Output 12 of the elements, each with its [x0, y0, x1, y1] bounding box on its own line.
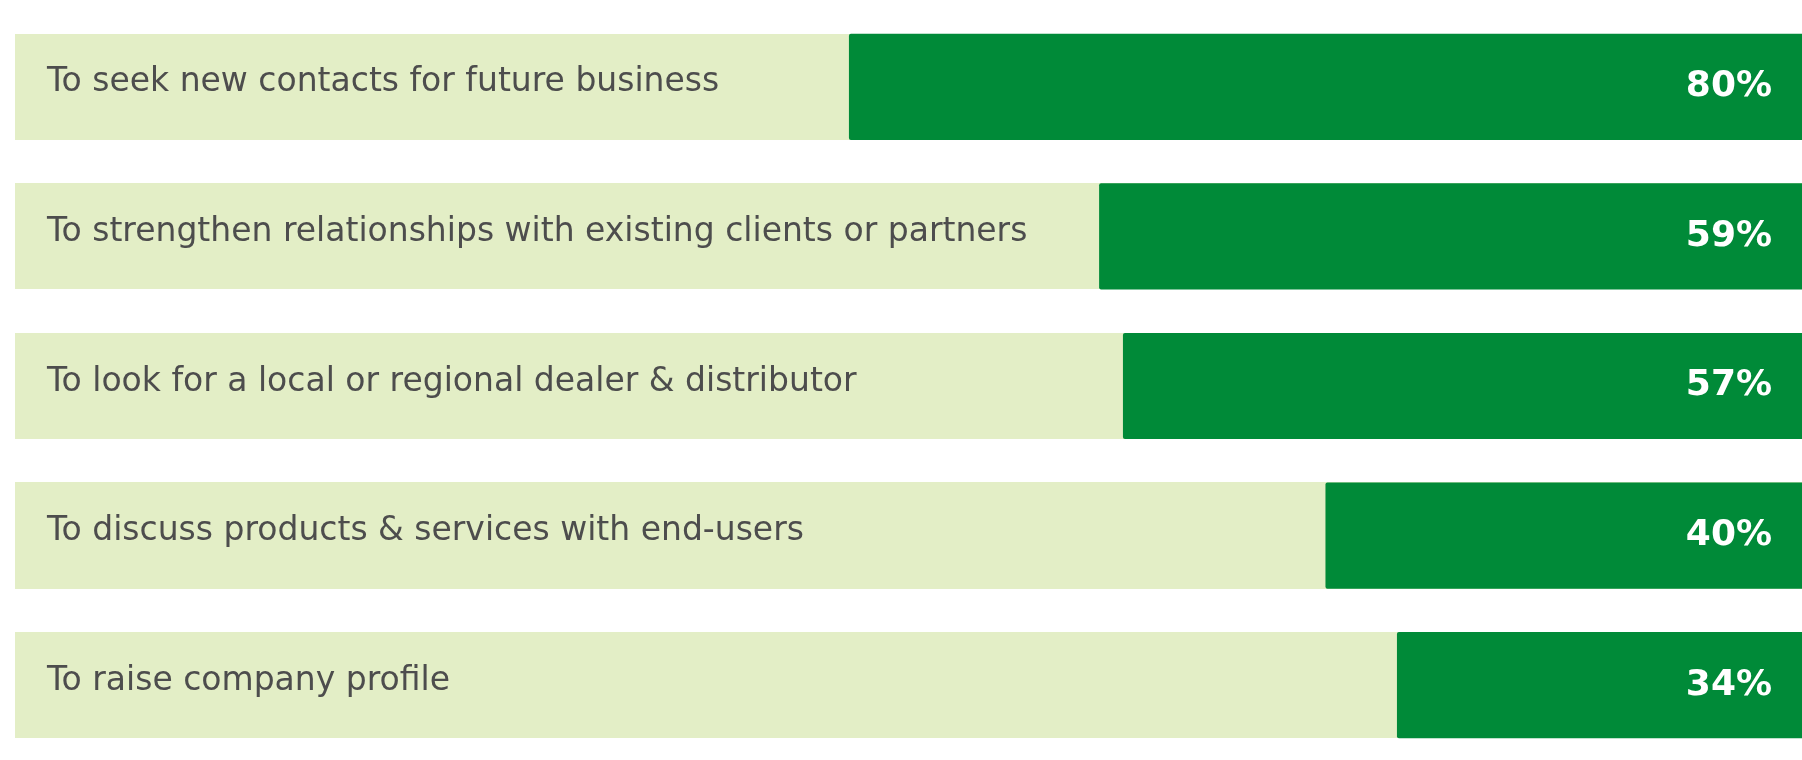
- bar: [1396, 632, 1802, 739]
- data-label: 57%: [1685, 362, 1772, 404]
- data-label: 34%: [1685, 661, 1772, 703]
- y-tick-label: To discuss products & services with end-users: [46, 509, 804, 549]
- bar: [1325, 482, 1802, 589]
- data-label: 80%: [1685, 63, 1772, 105]
- y-tick-label: To look for a local or regional dealer & distributor: [46, 359, 858, 399]
- data-label: 59%: [1685, 212, 1772, 254]
- y-tick-label: To raise company profile: [46, 658, 450, 698]
- y-tick-label: To seek new contacts for future business: [46, 60, 720, 100]
- y-tick-label: To strengthen relationships with existing clients or partners: [46, 209, 1028, 249]
- data-label: 40%: [1685, 511, 1772, 553]
